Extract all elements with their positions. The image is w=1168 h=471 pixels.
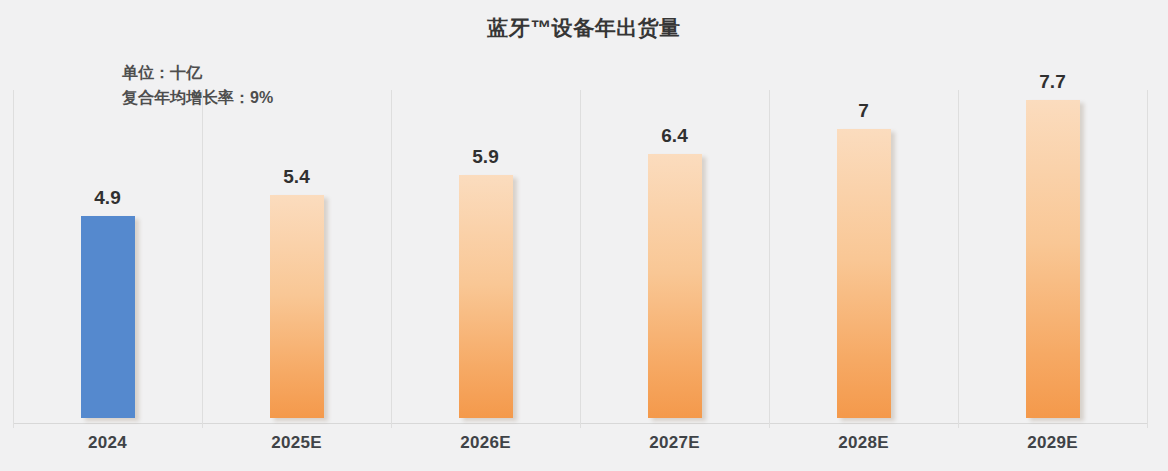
unit-label: 单位：十亿 [122,60,273,85]
value-label-2029E: 7.7 [1003,71,1103,93]
gridline [580,90,581,428]
gridline [958,90,959,428]
tick-label-2026E: 2026E [391,433,580,453]
gridline [769,90,770,428]
tick-label-2024: 2024 [13,433,202,453]
gridline [13,90,14,428]
tick-label-2027E: 2027E [580,433,769,453]
bar-chart: 蓝牙™设备年出货量 单位：十亿 复合年均增长率：9% 4.95.45.96.47… [0,0,1168,471]
tick-label-2028E: 2028E [769,433,958,453]
bar-2027E [648,154,702,418]
value-label-2025E: 5.4 [247,166,347,188]
tick-label-2029E: 2029E [958,433,1147,453]
gridline [391,90,392,428]
value-label-2028E: 7 [814,100,914,122]
bar-2029E [1026,100,1080,418]
plot-area: 4.95.45.96.477.7 [13,90,1147,423]
value-label-2026E: 5.9 [436,146,536,168]
value-label-2027E: 6.4 [625,125,725,147]
chart-title: 蓝牙™设备年出货量 [0,14,1168,42]
gridline [202,90,203,428]
bar-2026E [459,175,513,418]
bar-2024 [81,216,135,418]
gridline [1147,90,1148,428]
value-label-2024: 4.9 [58,187,158,209]
bar-2025E [270,195,324,418]
tick-label-2025E: 2025E [202,433,391,453]
bar-2028E [837,129,891,418]
